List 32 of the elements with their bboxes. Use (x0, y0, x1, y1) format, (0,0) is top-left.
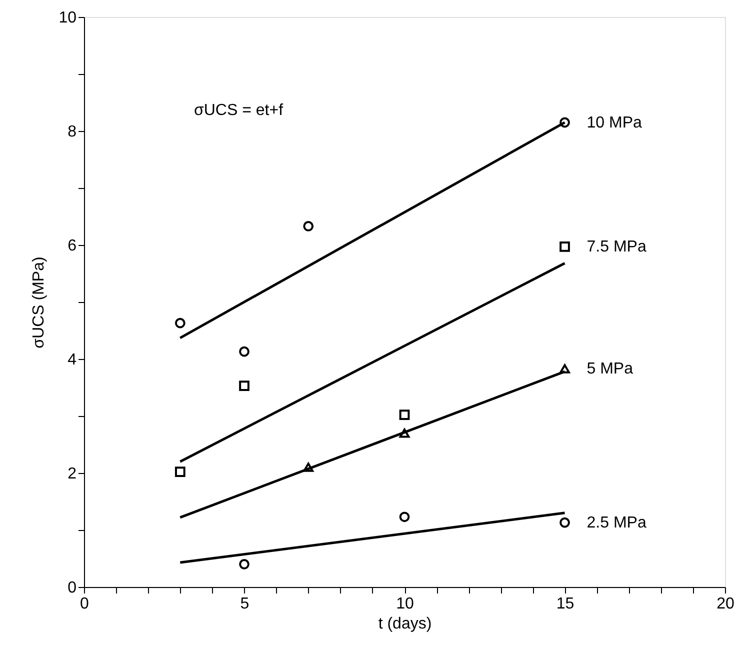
point (560, 242, 570, 252)
x-tick-label: 20 (716, 596, 734, 612)
x-tick-label: 10 (396, 596, 414, 612)
series-label: 10 MPa (586, 114, 642, 132)
y-tick-label: 10 (58, 10, 77, 26)
y-tick-label: 2 (68, 466, 77, 482)
point (399, 428, 410, 438)
point (399, 410, 410, 420)
point (174, 466, 186, 478)
point (560, 517, 570, 528)
annotation: σUCS = et+f (194, 102, 284, 119)
point (560, 364, 570, 374)
point (399, 512, 410, 522)
series-label: 5 MPa (586, 360, 634, 378)
y-tick-label: 4 (68, 352, 77, 368)
y-axis-title: σUCS (MPa) (30, 256, 48, 348)
point (239, 346, 250, 357)
x-tick-label: 0 (80, 596, 90, 612)
series-label: 7.5 MPa (586, 238, 646, 256)
x-tick-label: 15 (556, 596, 574, 612)
point (239, 559, 250, 570)
series-label: 2.5 MPa (586, 514, 646, 532)
point (560, 117, 570, 128)
point (303, 221, 314, 232)
point (239, 380, 250, 391)
y-tick-label: 8 (68, 124, 77, 140)
point (303, 462, 314, 472)
point (174, 318, 186, 328)
y-tick-label: 6 (68, 238, 77, 254)
y-tick-label: 0 (68, 580, 77, 596)
x-axis-title: t (days) (378, 616, 432, 632)
x-tick-label: 5 (240, 596, 250, 612)
